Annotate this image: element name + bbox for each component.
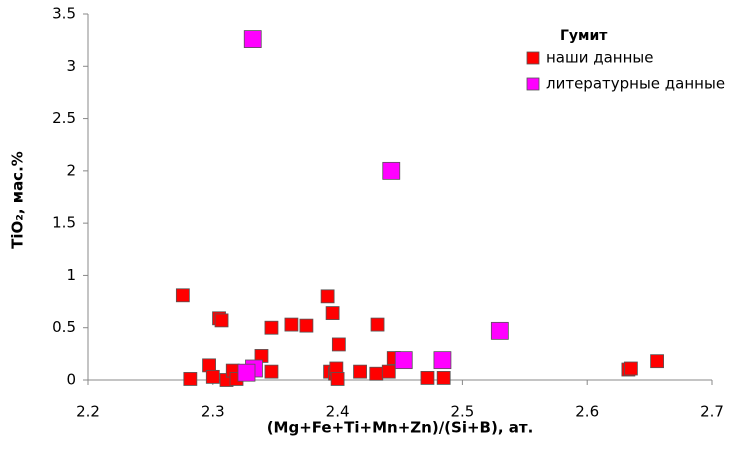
point xyxy=(325,306,340,320)
x-axis-label: (Mg+Fe+Ti+Mn+Zn)/(Si+B), ат. xyxy=(267,419,534,437)
point xyxy=(370,317,385,332)
legend-label: литературные данные xyxy=(546,75,725,93)
legend-marker xyxy=(526,77,540,91)
y-tick-label: 3.5 xyxy=(52,5,76,23)
point xyxy=(623,361,638,376)
y-tick-label: 2 xyxy=(66,161,76,179)
y-tick-label: 3 xyxy=(66,57,76,75)
point xyxy=(330,372,345,386)
point xyxy=(420,371,435,385)
y-tick-label: 0 xyxy=(66,371,76,389)
x-tick-label: 2.2 xyxy=(76,403,100,421)
point xyxy=(490,321,509,340)
point xyxy=(433,351,452,370)
x-tick-label: 2.3 xyxy=(201,403,225,421)
point xyxy=(394,351,413,370)
point xyxy=(382,161,401,180)
point xyxy=(353,364,367,379)
legend-title: Гумит xyxy=(560,28,608,44)
x-tick-label: 2.7 xyxy=(700,403,724,421)
y-tick-label: 0.5 xyxy=(52,318,76,336)
point xyxy=(331,337,346,352)
point xyxy=(237,363,256,382)
legend-marker xyxy=(526,51,540,65)
point xyxy=(650,354,664,369)
point xyxy=(264,320,279,335)
y-tick-label: 1 xyxy=(66,266,76,284)
point xyxy=(243,30,262,48)
point xyxy=(175,288,190,303)
point xyxy=(369,366,384,381)
point xyxy=(320,289,335,304)
point xyxy=(436,371,451,385)
point xyxy=(264,364,279,379)
x-tick-label: 2.4 xyxy=(326,403,350,421)
y-axis-label: TiO₂, мас.% xyxy=(9,151,27,249)
point xyxy=(214,313,229,328)
legend-label: наши данные xyxy=(546,49,654,67)
x-tick-label: 2.5 xyxy=(450,403,474,421)
point xyxy=(284,317,299,332)
point xyxy=(381,364,396,379)
x-tick-label: 2.6 xyxy=(575,403,599,421)
point xyxy=(202,358,216,373)
point xyxy=(205,369,220,384)
point xyxy=(183,372,198,386)
y-tick-label: 2.5 xyxy=(52,109,76,127)
point xyxy=(299,318,314,333)
y-tick-label: 1.5 xyxy=(52,214,76,232)
